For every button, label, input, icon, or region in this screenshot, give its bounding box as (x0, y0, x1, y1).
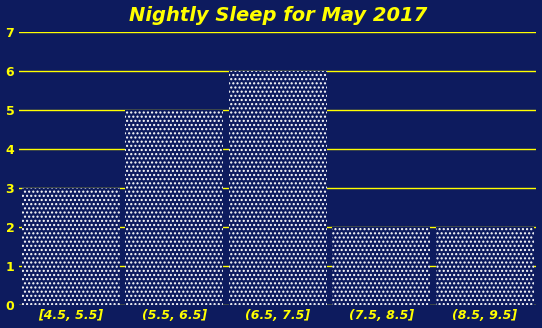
Title: Nightly Sleep for May 2017: Nightly Sleep for May 2017 (128, 6, 427, 25)
Bar (332, 227, 430, 305)
Bar (436, 227, 534, 305)
Bar (125, 110, 223, 305)
Bar (229, 71, 327, 305)
Bar (22, 188, 120, 305)
